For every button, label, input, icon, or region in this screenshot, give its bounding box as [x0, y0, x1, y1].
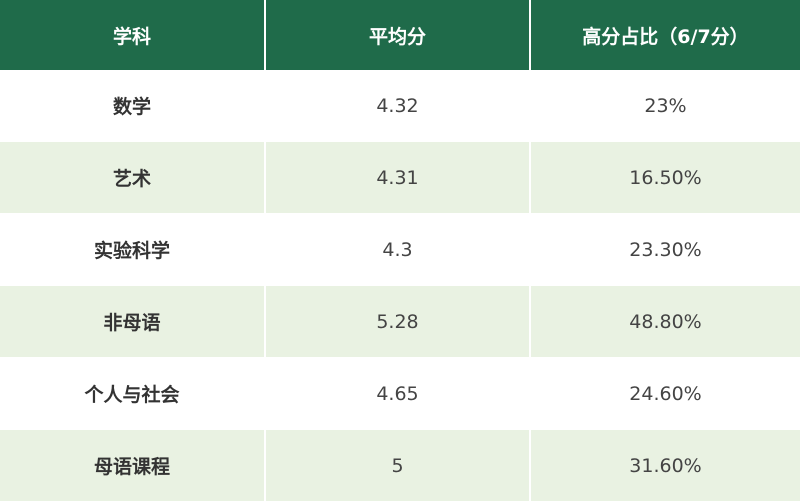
subject-cell: 艺术 [0, 141, 266, 214]
ratio-cell: 23% [530, 70, 800, 142]
table-row: 个人与社会 4.65 24.60% [0, 357, 800, 430]
table-row: 实验科学 4.3 23.30% [0, 213, 800, 286]
header-subject: 学科 [0, 0, 266, 70]
average-cell: 5 [265, 429, 531, 502]
table-row: 非母语 5.28 48.80% [0, 285, 800, 358]
subject-cell: 实验科学 [0, 213, 266, 286]
header-row: 学科 平均分 高分占比（6/7分） [0, 0, 800, 70]
header-high-score-ratio: 高分占比（6/7分） [530, 0, 800, 70]
ratio-cell: 48.80% [530, 285, 800, 358]
subject-cell: 个人与社会 [0, 357, 266, 430]
average-cell: 4.32 [265, 70, 531, 142]
ratio-cell: 16.50% [530, 141, 800, 214]
table-row: 艺术 4.31 16.50% [0, 141, 800, 214]
average-cell: 4.3 [265, 213, 531, 286]
subject-cell: 非母语 [0, 285, 266, 358]
subject-cell: 母语课程 [0, 429, 266, 502]
ratio-cell: 31.60% [530, 429, 800, 502]
subject-cell: 数学 [0, 70, 266, 142]
table-row: 母语课程 5 31.60% [0, 429, 800, 502]
ratio-cell: 23.30% [530, 213, 800, 286]
header-average: 平均分 [265, 0, 531, 70]
average-cell: 4.65 [265, 357, 531, 430]
average-cell: 5.28 [265, 285, 531, 358]
ratio-cell: 24.60% [530, 357, 800, 430]
table-row: 数学 4.32 23% [0, 70, 800, 142]
average-cell: 4.31 [265, 141, 531, 214]
